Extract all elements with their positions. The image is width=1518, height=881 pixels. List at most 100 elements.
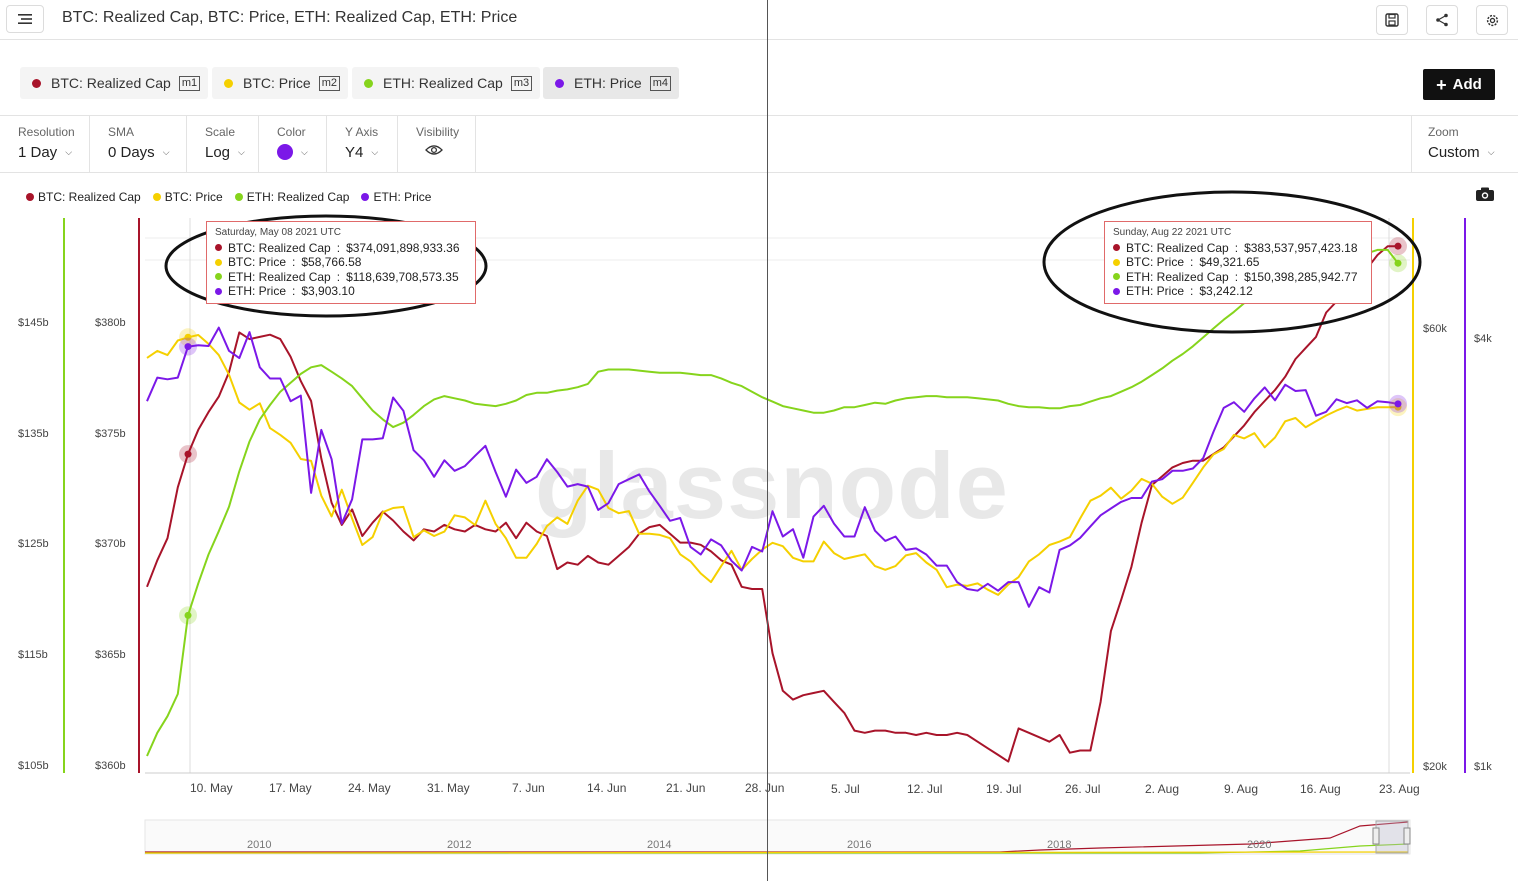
share-icon — [1436, 13, 1448, 27]
y-tick-btc-realized-cap: $370b — [95, 538, 126, 550]
tooltip-dot — [215, 244, 222, 252]
x-tick-label: 17. May — [269, 781, 312, 795]
tooltip-value: $58,766.58 — [301, 255, 362, 269]
watermark: glassnode — [535, 433, 1009, 538]
y-tick-eth-realized-cap: $105b — [18, 760, 49, 772]
color-swatch — [277, 144, 293, 160]
navigator-handle-right[interactable] — [1403, 827, 1411, 845]
y-tick-btc-price: $20k — [1423, 761, 1447, 773]
x-tick-label: 10. May — [190, 781, 233, 795]
y-axis-select[interactable]: Y Axis Y4 ⌵ — [327, 116, 398, 173]
x-tick-label: 9. Aug — [1224, 782, 1259, 796]
navigator-selection[interactable] — [1375, 820, 1409, 854]
chevron-down-icon: ⌵ — [162, 147, 170, 157]
navigator-series-line — [144, 851, 1409, 854]
zoom-value: Custom — [1428, 144, 1480, 161]
hover-marker — [184, 343, 192, 351]
resolution-select[interactable]: Resolution 1 Day ⌵ — [0, 116, 90, 173]
tooltip-series-name: BTC: Realized Cap — [228, 240, 331, 255]
y-axis-value: Y4 — [345, 144, 364, 161]
x-tick-label: 2. Aug — [1145, 782, 1180, 796]
tooltip-value: $3,242.12 — [1199, 284, 1253, 298]
legend-item[interactable]: ETH: Realized Cap — [234, 190, 350, 204]
x-tick-label: 28. Jun — [745, 781, 785, 795]
y-tick-btc-realized-cap: $365b — [95, 649, 126, 661]
tooltip-value: $383,537,957,423.18 — [1244, 240, 1358, 255]
metric-code: m2 — [318, 75, 340, 91]
legend-item[interactable]: BTC: Realized Cap — [26, 190, 141, 204]
navigator-year-label: 2014 — [647, 839, 672, 851]
chart-settings-toolbar: Resolution 1 Day ⌵ SMA 0 Days ⌵ Scale Log ⌵… — [0, 115, 1518, 173]
zoom-select[interactable]: Zoom Custom ⌵ — [1411, 116, 1518, 173]
color-select[interactable]: Color ⌵ — [259, 116, 327, 173]
y-tick-btc-realized-cap: $360b — [95, 760, 126, 772]
navigator-handle-left[interactable] — [1372, 827, 1380, 845]
scale-value: Log — [205, 144, 231, 161]
tooltip-dot — [215, 273, 222, 281]
metric-color-dot — [364, 78, 373, 88]
hover-marker — [1394, 400, 1402, 408]
tooltip-dot — [215, 258, 222, 266]
series-line-btc-realized-cap[interactable] — [146, 245, 1398, 763]
resolution-value: 1 Day — [18, 144, 58, 161]
chart-header: BTC: Realized Cap, BTC: Price, ETH: Real… — [0, 0, 1518, 40]
chart-title: BTC: Realized Cap, BTC: Price, ETH: Real… — [62, 9, 518, 26]
x-tick-label: 5. Jul — [831, 782, 860, 796]
tooltip-date: Saturday, May 08 2021 UTC — [215, 227, 341, 238]
y-tick-btc-realized-cap: $375b — [95, 428, 126, 440]
tooltip-series-name: BTC: Price — [228, 255, 287, 269]
gear-icon — [1486, 14, 1498, 26]
chevron-down-icon: ⌵ — [371, 147, 379, 157]
x-tick-label: 21. Jun — [666, 781, 706, 795]
legend-label: ETH: Realized Cap — [246, 190, 350, 204]
camera-icon[interactable] — [1476, 187, 1494, 201]
tooltip-date: Sunday, Aug 22 2021 UTC — [1113, 227, 1232, 238]
x-tick-label: 12. Jul — [907, 782, 943, 796]
share-button[interactable] — [1426, 5, 1458, 35]
save-icon — [1385, 13, 1399, 27]
metric-chip-eth-price[interactable]: ETH: Price m4 — [543, 67, 679, 99]
settings-button[interactable] — [1476, 5, 1508, 35]
visibility-toggle[interactable]: Visibility — [398, 116, 476, 173]
x-tick-label: 14. Jun — [587, 781, 627, 795]
metric-color-dot — [224, 78, 233, 88]
legend-item[interactable]: ETH: Price — [361, 190, 431, 204]
save-button[interactable] — [1376, 5, 1408, 35]
left-screenshot-pane — [0, 0, 767, 881]
series-line-btc-price[interactable] — [146, 334, 1399, 596]
navigator[interactable] — [144, 819, 1411, 855]
visibility-label: Visibility — [416, 125, 460, 139]
navigator-year-label: 2012 — [447, 839, 472, 851]
chevron-down-icon: ⌵ — [301, 146, 308, 157]
x-tick-label: 19. Jul — [986, 782, 1022, 796]
annotation-ellipse — [1042, 190, 1422, 334]
metric-chip-btc-price[interactable]: BTC: Price m2 — [212, 67, 348, 99]
metric-chip-eth-realized-cap[interactable]: ETH: Realized Cap m3 — [352, 67, 541, 99]
y-tick-eth-realized-cap: $145b — [18, 317, 49, 329]
metric-code: m1 — [178, 75, 201, 91]
x-tick-label: 7. Jun — [512, 781, 545, 795]
annotation-ellipse — [164, 214, 488, 318]
metric-color-dot — [32, 78, 41, 88]
tooltip-dot — [1113, 244, 1120, 252]
add-metric-button[interactable]: + Add — [1423, 69, 1495, 100]
sma-value: 0 Days — [108, 144, 155, 161]
hover-marker — [1394, 259, 1402, 267]
series-line-eth-price[interactable] — [146, 326, 1399, 608]
metric-label: ETH: Price — [574, 75, 642, 91]
tooltip-value: $118,639,708,573.35 — [346, 269, 459, 284]
y-tick-eth-price: $4k — [1474, 333, 1492, 345]
chart-legend: BTC: Realized Cap BTC: Price ETH: Realiz… — [26, 190, 431, 204]
add-label: Add — [1452, 76, 1482, 93]
menu-button[interactable] — [6, 5, 44, 33]
metric-chip-btc-realized-cap[interactable]: BTC: Realized Cap m1 — [20, 67, 209, 99]
scale-select[interactable]: Scale Log ⌵ — [187, 116, 259, 173]
tooltip-value: $374,091,898,933.36 — [346, 240, 460, 255]
series-line-eth-realized-cap[interactable] — [146, 248, 1399, 757]
y-tick-btc-realized-cap: $380b — [95, 317, 126, 329]
sma-select[interactable]: SMA 0 Days ⌵ — [90, 116, 187, 173]
legend-item[interactable]: BTC: Price — [152, 190, 223, 204]
hover-marker — [1394, 242, 1402, 250]
